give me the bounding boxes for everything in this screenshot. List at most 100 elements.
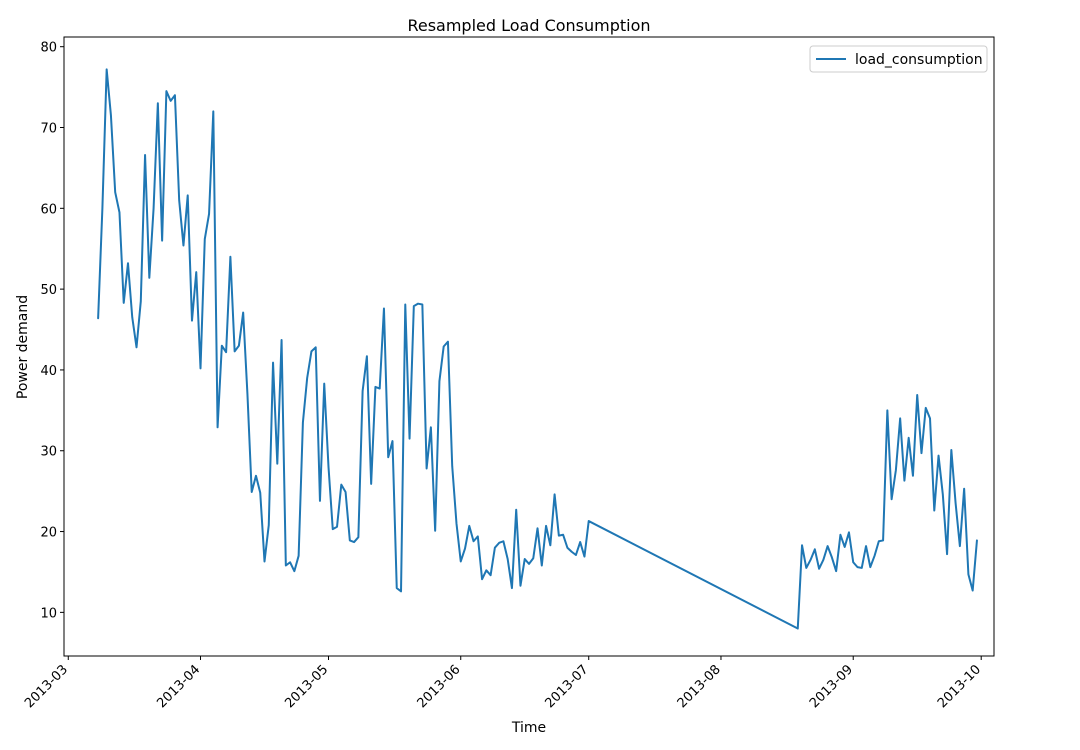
data-point (272, 362, 274, 364)
data-point (345, 491, 347, 493)
data-point (972, 590, 974, 592)
data-point (251, 491, 253, 493)
data-point (413, 305, 415, 307)
data-point (588, 520, 590, 522)
data-point (959, 545, 961, 547)
data-point (396, 587, 398, 589)
data-point (225, 351, 227, 353)
data-point (950, 449, 952, 451)
data-point (455, 522, 457, 524)
data-point (97, 317, 99, 319)
data-point (136, 346, 138, 348)
data-point (323, 383, 325, 385)
y-axis-label: Power demand (15, 295, 31, 399)
y-tick-label: 20 (40, 526, 57, 541)
data-point (101, 207, 103, 209)
data-point (839, 534, 841, 536)
data-point (498, 542, 500, 544)
data-point (400, 590, 402, 592)
data-point (123, 302, 125, 304)
data-point (507, 558, 509, 560)
data-point (293, 570, 295, 572)
data-point (925, 407, 927, 409)
y-tick-label: 50 (40, 283, 57, 298)
data-point (541, 564, 543, 566)
data-point (315, 346, 317, 348)
data-point (404, 303, 406, 305)
data-point (481, 578, 483, 580)
data-point (473, 540, 475, 542)
data-point (899, 417, 901, 419)
data-point (426, 468, 428, 470)
data-point (430, 426, 432, 428)
data-point (421, 303, 423, 305)
data-point (174, 94, 176, 96)
data-point (264, 560, 266, 562)
data-point (298, 555, 300, 557)
data-point (460, 560, 462, 562)
data-point (259, 492, 261, 494)
y-tick-label: 10 (40, 606, 57, 621)
data-point (805, 567, 807, 569)
data-point (583, 556, 585, 558)
data-point (920, 452, 922, 454)
data-point (144, 154, 146, 156)
data-point (328, 466, 330, 468)
data-point (502, 540, 504, 542)
data-point (443, 346, 445, 348)
data-point (494, 547, 496, 549)
data-point (912, 475, 914, 477)
data-point (579, 541, 581, 543)
data-point (891, 498, 893, 500)
legend-label: load_consumption (855, 52, 983, 68)
data-point (106, 68, 108, 70)
data-point (379, 388, 381, 390)
data-point (221, 345, 223, 347)
data-point (340, 484, 342, 486)
data-point (955, 502, 957, 504)
data-point (161, 240, 163, 242)
data-point (558, 535, 560, 537)
data-point (490, 574, 492, 576)
data-point (566, 547, 568, 549)
data-point (882, 539, 884, 541)
data-point (822, 559, 824, 561)
data-point (281, 339, 283, 341)
data-point (485, 569, 487, 571)
data-point (895, 469, 897, 471)
data-point (370, 483, 372, 485)
data-point (302, 421, 304, 423)
data-point (131, 316, 133, 318)
y-tick-label: 60 (40, 202, 57, 217)
data-point (451, 465, 453, 467)
data-point (976, 539, 978, 541)
data-point (801, 544, 803, 546)
data-point (353, 541, 355, 543)
data-point (336, 526, 338, 528)
data-point (545, 525, 547, 527)
data-point (519, 585, 521, 587)
data-point (285, 564, 287, 566)
data-point (306, 377, 308, 379)
data-point (852, 561, 854, 563)
data-point (118, 211, 120, 213)
data-point (946, 553, 948, 555)
data-point (908, 437, 910, 439)
data-point (319, 500, 321, 502)
data-point (212, 110, 214, 112)
legend: load_consumption (809, 45, 988, 73)
data-point (310, 350, 312, 352)
plot-frame (63, 36, 995, 657)
data-point (229, 256, 231, 258)
data-point (835, 570, 837, 572)
data-point (865, 545, 867, 547)
legend-box (809, 45, 988, 73)
data-point (524, 558, 526, 560)
data-point (537, 527, 539, 529)
data-point (391, 440, 393, 442)
series-line-load-consumption (97, 68, 978, 630)
data-point (434, 530, 436, 532)
data-point (357, 536, 359, 538)
data-point (127, 262, 129, 264)
